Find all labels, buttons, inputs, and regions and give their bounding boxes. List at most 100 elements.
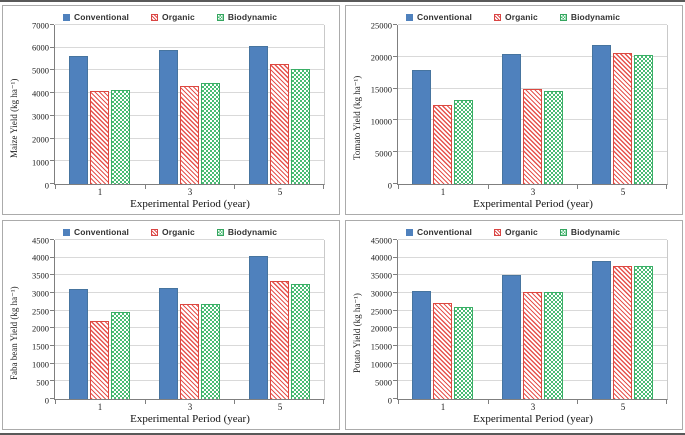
y-tick-label: 500 bbox=[36, 376, 49, 387]
legend-item-organic: Organic bbox=[151, 227, 195, 237]
y-tick-mark bbox=[393, 398, 397, 399]
y-tick-label: 40000 bbox=[370, 252, 392, 263]
y-tick-label: 0 bbox=[44, 179, 49, 190]
chart-panel-faba-bean: Conventional Organic Biodynamic Faba bea… bbox=[2, 220, 340, 430]
bar-group-year-3 bbox=[145, 25, 235, 184]
x-tick-mark bbox=[666, 400, 667, 404]
x-axis-title: Experimental Period (year) bbox=[473, 413, 593, 425]
y-tick-mark bbox=[50, 24, 54, 25]
y-tick-mark bbox=[393, 345, 397, 346]
legend-item-organic: Organic bbox=[151, 12, 195, 22]
chart-body: Tomato Yield (kg ha⁻¹) 0 5000 10000 15000 20… bbox=[350, 21, 676, 211]
bar-organic-year-5 bbox=[269, 63, 289, 184]
legend-label-biodynamic: Biodynamic bbox=[227, 227, 278, 237]
bar-biodynamic-year-3 bbox=[544, 291, 563, 399]
x-tick-label: 5 bbox=[277, 186, 283, 197]
y-tick-label: 2000 bbox=[32, 323, 49, 334]
y-tick-mark bbox=[50, 362, 54, 364]
bar-group-year-1 bbox=[398, 25, 488, 184]
legend-swatch-organic-icon bbox=[494, 228, 502, 236]
plot-column: 0 5000 10000 15000 20000 25000 30000 35000 40000… bbox=[364, 236, 676, 426]
y-tick-mark bbox=[50, 345, 54, 346]
bar-groups bbox=[55, 25, 324, 184]
plot-column: 0 1000 2000 3000 4000 5000 6000 7000 1 3 5 Experi… bbox=[21, 21, 333, 211]
x-tick-mark bbox=[234, 400, 236, 404]
bar-group-year-1 bbox=[398, 240, 488, 399]
legend-swatch-biodynamic-icon bbox=[216, 13, 224, 21]
y-tick-label: 0 bbox=[387, 179, 392, 190]
legend-swatch-conventional-icon bbox=[405, 13, 413, 21]
plot-area bbox=[393, 239, 668, 404]
bar-group-year-1 bbox=[55, 240, 145, 399]
y-tick-mark bbox=[50, 183, 54, 184]
y-tick-label: 10000 bbox=[370, 115, 392, 126]
y-tick-label: 20000 bbox=[370, 323, 392, 334]
y-tick-label: 0 bbox=[44, 394, 49, 405]
bar-conventional-year-3 bbox=[159, 287, 178, 399]
y-tick-label: 5000 bbox=[375, 376, 392, 387]
y-tick-label: 7000 bbox=[32, 19, 49, 30]
chart-legend: Conventional Organic Biodynamic bbox=[350, 8, 676, 25]
bar-conventional-year-1 bbox=[412, 290, 432, 399]
y-axis-tick-labels: 0 5000 10000 15000 20000 25000 30000 35000 40000… bbox=[364, 236, 397, 404]
chart-legend: Conventional Organic Biodynamic bbox=[350, 223, 676, 240]
x-axis-title: Experimental Period (year) bbox=[130, 413, 250, 425]
y-tick-mark bbox=[50, 114, 54, 116]
y-tick-mark bbox=[393, 55, 397, 57]
x-tick-label: 5 bbox=[620, 186, 626, 197]
bar-conventional-year-3 bbox=[502, 274, 521, 399]
y-tick-label: 5000 bbox=[32, 65, 49, 76]
y-tick-mark bbox=[393, 256, 397, 258]
x-tick-mark bbox=[666, 185, 667, 189]
x-axis-tick-labels: 1 3 5 bbox=[55, 400, 325, 413]
y-tick-mark bbox=[50, 380, 54, 382]
bar-biodynamic-year-3 bbox=[201, 82, 220, 184]
y-tick-mark bbox=[393, 239, 397, 240]
y-tick-label: 45000 bbox=[370, 234, 392, 245]
y-tick-label: 2500 bbox=[32, 305, 49, 316]
x-tick-mark bbox=[577, 400, 579, 404]
gridline bbox=[398, 87, 667, 89]
x-tick-mark bbox=[55, 400, 56, 404]
y-tick-label: 4000 bbox=[32, 88, 49, 99]
bar-biodynamic-year-5 bbox=[633, 265, 653, 399]
bar-group-year-1 bbox=[55, 25, 145, 184]
y-tick-label: 30000 bbox=[370, 288, 392, 299]
y-tick-mark bbox=[393, 362, 397, 364]
bar-conventional-year-1 bbox=[69, 289, 89, 399]
legend-swatch-organic-icon bbox=[494, 13, 502, 21]
bar-group-year-3 bbox=[145, 240, 235, 399]
y-tick-mark bbox=[50, 239, 54, 240]
chart-panel-maize: Conventional Organic Biodynamic Maize Yi… bbox=[2, 5, 340, 215]
legend-item-conventional: Conventional bbox=[405, 227, 472, 237]
y-tick-mark bbox=[393, 87, 397, 89]
y-tick-mark bbox=[50, 160, 54, 162]
y-tick-mark bbox=[50, 46, 54, 48]
x-tick-label: 1 bbox=[440, 186, 446, 197]
y-tick-label: 15000 bbox=[370, 83, 392, 94]
bar-group-year-3 bbox=[488, 25, 578, 184]
plot-column: 0 5000 10000 15000 20000 25000 1 3 5 Experiment… bbox=[364, 21, 676, 211]
bar-group-year-5 bbox=[234, 240, 324, 399]
y-tick-mark bbox=[50, 137, 54, 139]
y-tick-label: 15000 bbox=[370, 341, 392, 352]
x-tick-mark bbox=[55, 185, 56, 189]
bar-biodynamic-year-5 bbox=[633, 54, 653, 184]
legend-swatch-biodynamic-icon bbox=[559, 228, 567, 236]
legend-label-conventional: Conventional bbox=[416, 12, 473, 22]
y-tick-mark bbox=[50, 256, 54, 258]
bar-group-year-5 bbox=[234, 25, 324, 184]
legend-item-conventional: Conventional bbox=[62, 12, 129, 22]
x-tick-mark bbox=[144, 400, 146, 404]
bar-group-year-3 bbox=[488, 240, 578, 399]
y-tick-label: 3000 bbox=[32, 111, 49, 122]
bar-conventional-year-3 bbox=[159, 50, 178, 184]
bar-conventional-year-5 bbox=[591, 44, 611, 184]
plot-area bbox=[393, 24, 668, 189]
x-tick-mark bbox=[398, 185, 399, 189]
chart-body: Faba bean Yield (kg ha⁻¹) 0 500 1000 1500 20… bbox=[7, 236, 333, 426]
y-tick-label: 35000 bbox=[370, 270, 392, 281]
legend-swatch-organic-icon bbox=[151, 228, 159, 236]
bar-conventional-year-3 bbox=[502, 54, 521, 184]
